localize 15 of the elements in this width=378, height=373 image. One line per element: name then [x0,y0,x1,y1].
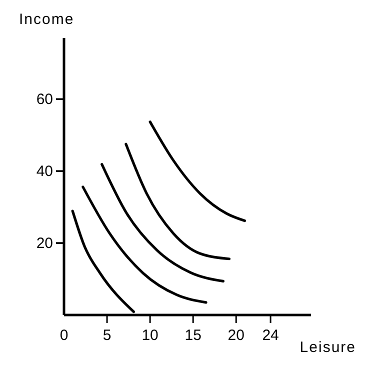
x-tick-label: 20 [228,327,244,344]
y-axis-title: Income [19,11,74,28]
line-series [148,120,246,222]
x-tick-label: 24 [262,327,279,344]
y-tick-label: 40 [36,163,53,180]
y-tick-label: 20 [36,235,53,252]
line-series [100,162,225,282]
x-tick-label: 0 [60,327,68,344]
line-series [82,186,208,304]
line-series [124,142,231,260]
y-tick-label: 60 [36,91,53,108]
x-tick-label: 10 [142,327,158,344]
x-tick-label: 15 [184,327,202,344]
x-tick-label: 5 [102,327,112,344]
x-axis-title: Leisure [300,339,356,356]
